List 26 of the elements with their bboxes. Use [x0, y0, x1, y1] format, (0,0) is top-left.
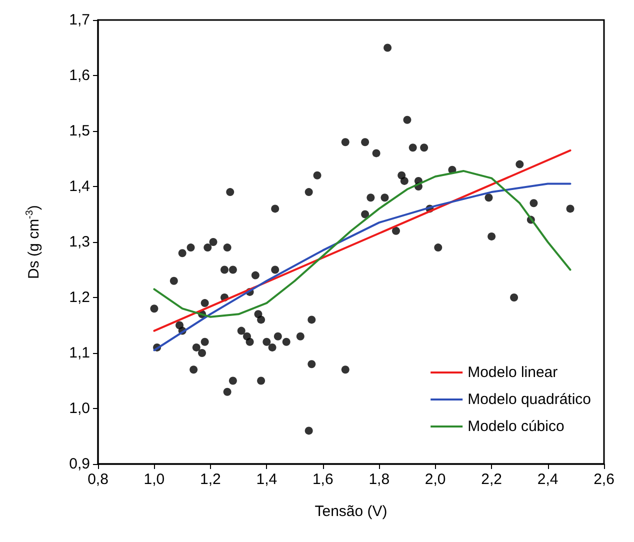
x-tick-label: 1,2	[200, 471, 221, 488]
y-tick-label: 1,6	[69, 67, 90, 84]
x-tick-label: 1,0	[144, 471, 165, 488]
x-axis-title: Tensão (V)	[314, 503, 388, 520]
x-tick-label: 2,0	[424, 471, 446, 488]
x-tick-label: 2,6	[594, 471, 614, 488]
x-tick-label: 1,6	[312, 471, 334, 488]
y-tick-label: 1,2	[69, 289, 90, 306]
x-tick-label: 1,8	[368, 471, 390, 488]
x-tick-label: 0,8	[88, 471, 108, 488]
x-tick-label: 1,4	[256, 471, 278, 488]
y-tick-label: 1,0	[69, 400, 90, 417]
line-series	[153, 182, 572, 352]
line-series	[153, 170, 572, 318]
x-tick-label: 2,4	[537, 471, 558, 488]
y-tick-label: 1,1	[69, 344, 90, 362]
legend-label: Modelo quadrático	[468, 391, 592, 408]
y-tick-label: 1,4	[69, 178, 90, 195]
y-tick-label: 0,9	[69, 456, 90, 472]
y-tick-label: 1,3	[69, 234, 90, 250]
x-tick-label: 2,2	[481, 471, 502, 488]
y-tick-label: 1,5	[69, 122, 90, 140]
legend-label: Modelo cúbico	[468, 418, 564, 435]
legend-label: Modelo linear	[468, 364, 558, 381]
y-tick-label: 1,7	[69, 12, 90, 28]
y-axis-title: Ds (g cm-3)	[24, 205, 42, 279]
